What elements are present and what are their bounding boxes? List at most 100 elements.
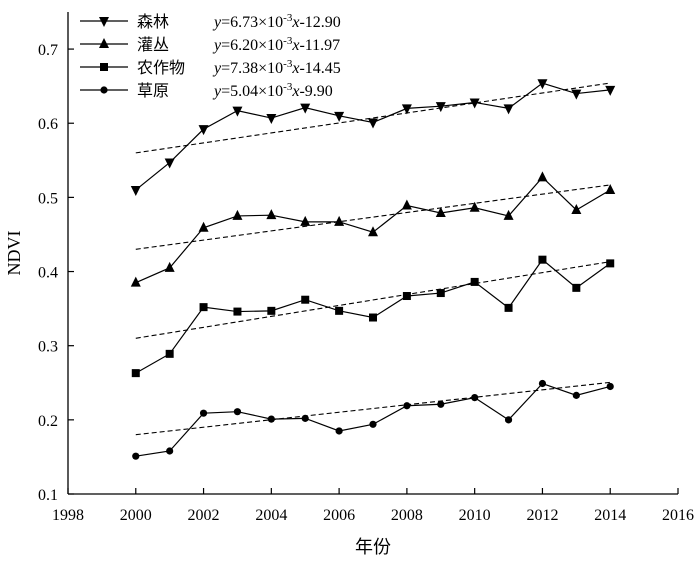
data-point — [266, 114, 277, 125]
axes: 1998 2000 2002 2004 2006 2008 2010 2012 2014 2016… — [38, 12, 694, 524]
trend-line-0 — [135, 82, 611, 154]
trend-lines — [135, 82, 611, 436]
data-point — [369, 313, 377, 322]
legend-marker — [99, 17, 109, 27]
data-point — [164, 158, 175, 169]
y-tick-label: 0.1 — [38, 487, 58, 504]
data-point — [199, 409, 208, 417]
data-point — [504, 303, 513, 312]
data-point — [571, 203, 582, 214]
legend-label: 森林 — [137, 12, 169, 31]
equation-x: x — [291, 37, 299, 54]
legend-label: 灌丛 — [137, 35, 169, 54]
data-point — [198, 125, 209, 136]
series-3 — [132, 379, 614, 460]
data-point — [401, 199, 412, 210]
y-axis-title: NDVI — [4, 231, 24, 276]
data-point — [469, 201, 480, 212]
data-series — [130, 79, 616, 460]
equation-exponent: -3 — [283, 12, 293, 24]
data-point — [469, 98, 480, 109]
equation-y: y — [212, 37, 222, 54]
legend-item-0: 森林 y=6.73×10-3x-12.90 — [80, 12, 341, 31]
data-point — [471, 394, 479, 402]
data-point — [437, 400, 445, 408]
legend-equation: y=5.04×10-3x-9.90 — [212, 81, 333, 100]
legend-equation: y=7.38×10-3x-14.45 — [212, 58, 341, 77]
x-tick-label: 2004 — [255, 507, 287, 524]
data-point — [537, 171, 548, 182]
legend-item-2: 农作物 y=7.38×10-3x-14.45 — [80, 58, 341, 77]
y-tick-label: 0.3 — [38, 339, 58, 356]
data-point — [165, 349, 174, 358]
data-point — [503, 209, 514, 220]
equation-coef: =6.73×10 — [221, 14, 283, 31]
data-point — [572, 283, 581, 292]
equation-y: y — [212, 14, 222, 31]
equation-x: x — [291, 60, 299, 77]
data-point — [402, 292, 411, 301]
data-point — [403, 402, 411, 410]
trend-line-2 — [135, 261, 611, 339]
x-tick-label: 2012 — [526, 507, 558, 524]
data-point — [132, 452, 140, 460]
data-point — [334, 215, 345, 226]
data-point — [131, 369, 140, 378]
data-point — [267, 415, 275, 423]
equation-coef: =6.20×10 — [221, 37, 283, 54]
equation-x: x — [291, 83, 299, 100]
series-2 — [131, 255, 615, 378]
equation-x: x — [291, 14, 299, 31]
equation-exponent: -3 — [283, 81, 293, 93]
data-point — [436, 289, 445, 298]
data-point — [538, 379, 547, 388]
legend-label: 草原 — [137, 81, 169, 100]
y-tick-label: 0.4 — [38, 265, 58, 282]
data-point — [267, 306, 276, 315]
data-point — [606, 382, 614, 391]
x-tick-label: 1998 — [52, 507, 84, 524]
data-point — [435, 206, 446, 217]
data-point — [605, 183, 616, 194]
equation-coef: =7.38×10 — [221, 60, 283, 77]
data-point — [301, 295, 310, 304]
data-point — [538, 255, 547, 264]
legend-equation: y=6.73×10-3x-12.90 — [212, 12, 341, 31]
data-point — [335, 427, 343, 435]
data-point — [572, 391, 580, 399]
data-point — [334, 111, 345, 122]
legend-marker — [100, 63, 108, 71]
equation-exponent: -3 — [283, 35, 293, 47]
equation-intercept: -12.90 — [299, 14, 340, 31]
data-point — [233, 307, 242, 316]
legend-item-3: 草原 y=5.04×10-3x-9.90 — [80, 81, 333, 100]
data-point — [571, 89, 582, 100]
x-tick-label: 2010 — [459, 507, 491, 524]
equation-y: y — [212, 83, 222, 100]
y-tick-label: 0.5 — [38, 190, 58, 207]
data-point — [232, 209, 243, 220]
data-point — [606, 259, 615, 268]
equation-intercept: -9.90 — [299, 83, 332, 100]
equation-y: y — [212, 60, 222, 77]
data-point — [233, 408, 242, 416]
legend-equation: y=6.20×10-3x-11.97 — [212, 35, 340, 54]
legend-marker — [100, 86, 108, 94]
data-point — [605, 85, 616, 96]
data-point — [368, 226, 378, 237]
data-point — [368, 118, 378, 129]
x-tick-label: 2008 — [391, 507, 423, 524]
equation-exponent: -3 — [283, 58, 293, 70]
data-point — [300, 215, 311, 226]
data-point — [166, 447, 174, 455]
series-line-3 — [135, 382, 611, 457]
series-0 — [130, 79, 616, 196]
equation-intercept: -14.45 — [299, 60, 340, 77]
data-point — [503, 104, 514, 115]
data-point — [335, 306, 344, 315]
equation-intercept: -11.97 — [299, 37, 340, 54]
data-point — [130, 276, 141, 287]
data-point — [130, 185, 141, 196]
data-point — [369, 420, 377, 428]
